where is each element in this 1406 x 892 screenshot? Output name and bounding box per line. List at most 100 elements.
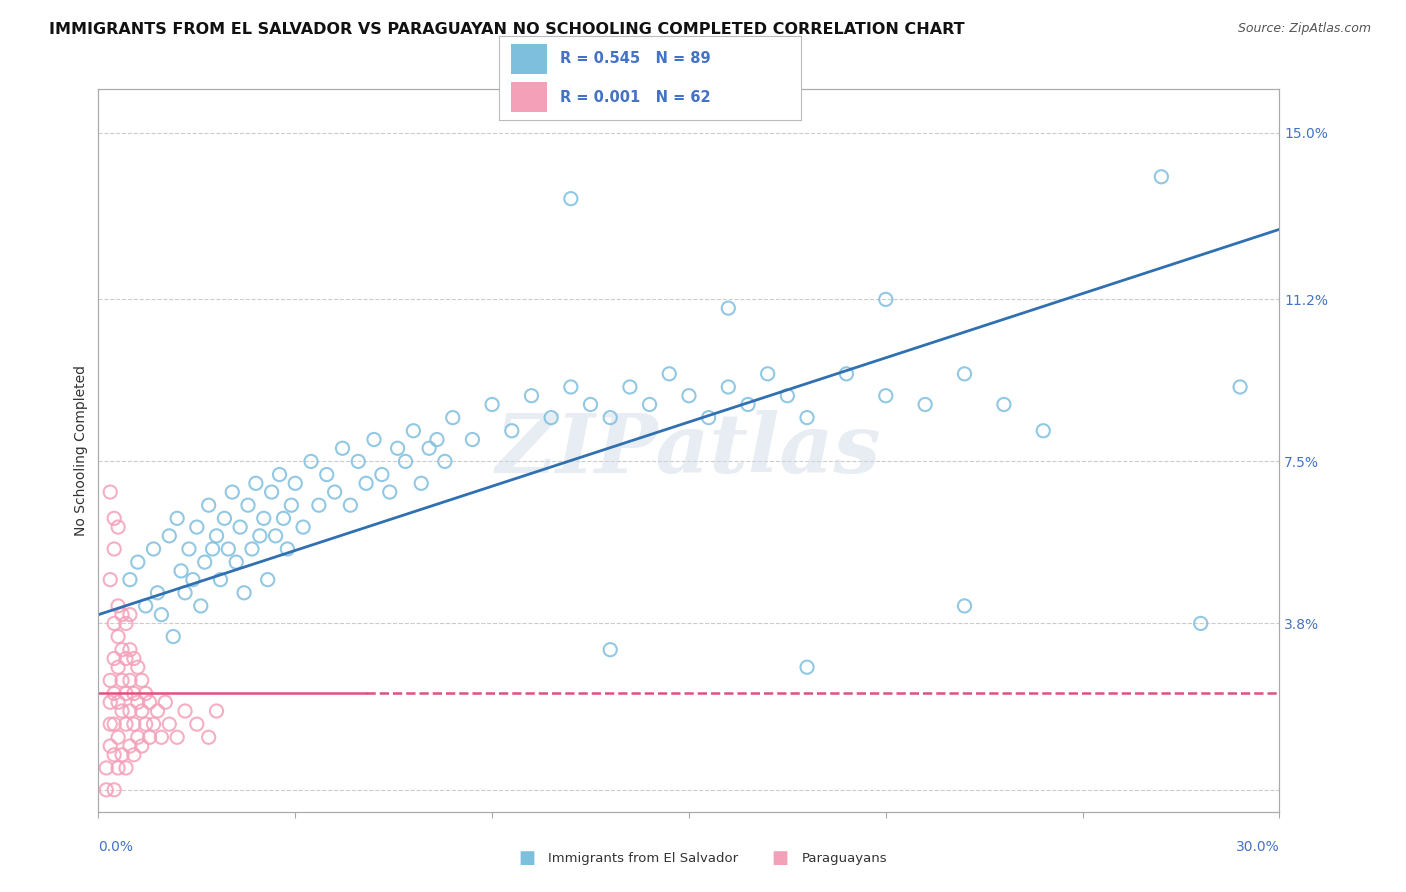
Point [1032, 424, 1054, 438]
Point [205, 704, 228, 718]
Point [146, 586, 169, 600]
Text: R = 0.001   N = 62: R = 0.001 N = 62 [560, 89, 710, 104]
Point [150, 731, 173, 745]
Point [181, 573, 204, 587]
Point [166, 511, 188, 525]
Point [323, 485, 346, 500]
Point [122, 717, 145, 731]
Point [186, 520, 208, 534]
Point [103, 651, 125, 665]
Point [98, 739, 121, 753]
Point [914, 397, 936, 411]
Point [118, 642, 141, 657]
Point [217, 541, 239, 556]
Point [225, 555, 247, 569]
Point [135, 717, 157, 731]
Point [186, 717, 208, 731]
Point [111, 704, 134, 718]
Point [135, 686, 157, 700]
Point [118, 704, 141, 718]
Point [115, 717, 138, 731]
Point [138, 731, 160, 745]
Point [461, 433, 484, 447]
Point [98, 573, 121, 587]
Point [107, 761, 129, 775]
Point [638, 397, 661, 411]
Point [501, 424, 523, 438]
Point [209, 573, 232, 587]
Point [107, 599, 129, 613]
Point [264, 529, 287, 543]
Point [177, 541, 200, 556]
Point [292, 520, 315, 534]
Point [205, 529, 228, 543]
Point [229, 520, 252, 534]
Point [107, 695, 129, 709]
Point [118, 739, 141, 753]
Point [98, 695, 121, 709]
Point [411, 476, 433, 491]
Point [111, 642, 134, 657]
Point [433, 454, 456, 468]
Text: Immigrants from El Salvador: Immigrants from El Salvador [548, 852, 738, 864]
Point [122, 686, 145, 700]
Point [96, 761, 118, 775]
Point [107, 731, 129, 745]
Point [103, 717, 125, 731]
Point [1150, 169, 1173, 184]
Point [115, 761, 138, 775]
Point [599, 410, 621, 425]
Point [162, 630, 184, 644]
Point [249, 529, 271, 543]
Point [118, 607, 141, 622]
Point [796, 660, 818, 674]
Point [481, 397, 503, 411]
Bar [512, 44, 547, 74]
Point [197, 731, 219, 745]
Point [402, 424, 425, 438]
Point [371, 467, 394, 482]
Text: 0.0%: 0.0% [98, 840, 134, 855]
Point [197, 498, 219, 512]
Point [756, 367, 779, 381]
Point [315, 467, 337, 482]
Point [245, 476, 267, 491]
Point [138, 695, 160, 709]
Point [103, 686, 125, 700]
Point [953, 367, 976, 381]
Point [98, 717, 121, 731]
Point [174, 704, 197, 718]
Point [776, 389, 799, 403]
Point [284, 476, 307, 491]
Point [118, 573, 141, 587]
Point [540, 410, 562, 425]
Point [142, 541, 165, 556]
Point [236, 498, 259, 512]
Point [1229, 380, 1251, 394]
Point [299, 454, 322, 468]
Point [122, 651, 145, 665]
Text: 30.0%: 30.0% [1236, 840, 1279, 855]
Point [107, 660, 129, 674]
Point [157, 717, 180, 731]
Point [103, 511, 125, 525]
Point [131, 673, 153, 688]
Point [201, 541, 224, 556]
Point [170, 564, 193, 578]
Bar [512, 82, 547, 112]
Point [953, 599, 976, 613]
Text: IMMIGRANTS FROM EL SALVADOR VS PARAGUAYAN NO SCHOOLING COMPLETED CORRELATION CHA: IMMIGRANTS FROM EL SALVADOR VS PARAGUAYA… [49, 22, 965, 37]
Point [103, 782, 125, 797]
Point [127, 731, 149, 745]
Point [103, 616, 125, 631]
Point [107, 630, 129, 644]
Point [273, 511, 295, 525]
Point [560, 380, 582, 394]
Point [280, 498, 302, 512]
Point [221, 485, 243, 500]
Point [150, 607, 173, 622]
Point [993, 397, 1015, 411]
Point [619, 380, 641, 394]
Text: Paraguayans: Paraguayans [801, 852, 887, 864]
Point [115, 686, 138, 700]
